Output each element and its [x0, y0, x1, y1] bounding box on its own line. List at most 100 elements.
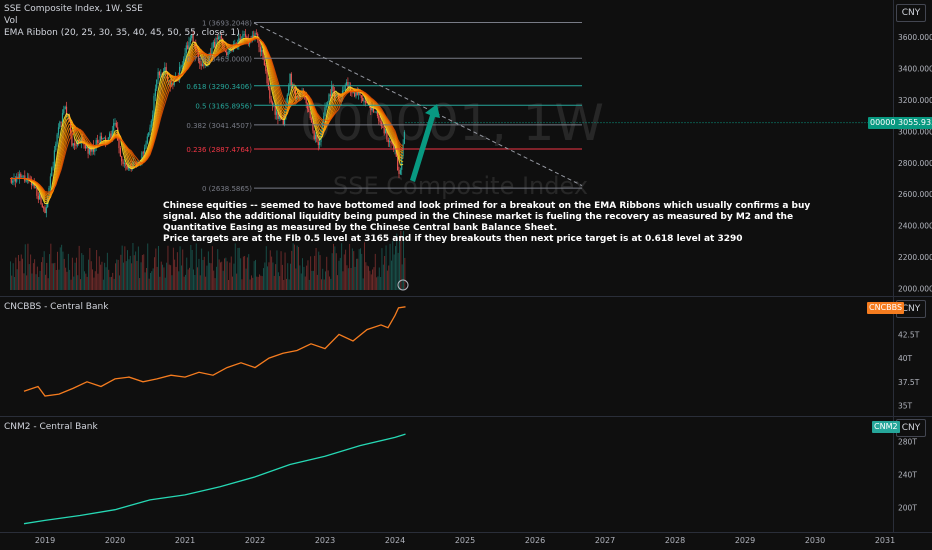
volume-bar	[312, 270, 314, 290]
volume-bar	[378, 267, 380, 290]
candle-body	[40, 194, 42, 205]
candle-body	[192, 34, 194, 42]
volume-bar	[190, 245, 192, 290]
volume-bar	[181, 265, 182, 290]
ema-ribbon-indicator-label[interactable]: EMA Ribbon (20, 25, 30, 35, 40, 45, 50, …	[4, 28, 240, 38]
candle-body	[286, 94, 288, 103]
volume-bar	[226, 261, 228, 290]
volume-bar	[268, 262, 270, 290]
cncbbs-pane-legend[interactable]: CNCBBS - Central Bank	[4, 301, 108, 313]
fib-level-label: 1 (3693.2048)	[202, 19, 252, 27]
volume-bar	[23, 273, 25, 290]
candle-body	[333, 91, 335, 97]
volume-bar	[176, 252, 178, 290]
candle-body	[265, 65, 267, 72]
volume-bar	[105, 267, 107, 290]
candle-body	[100, 136, 103, 140]
candle-body	[375, 111, 377, 113]
volume-bar	[186, 257, 188, 290]
candle-body	[114, 122, 116, 124]
candle-body	[141, 152, 143, 160]
volume-bar	[236, 273, 238, 290]
volume-bar	[356, 258, 357, 290]
volume-bar	[80, 279, 81, 290]
annotation-line: Quantitative Easing as measured by the C…	[163, 223, 558, 233]
volume-bar	[283, 280, 285, 290]
volume-bar	[189, 267, 190, 290]
volume-bar	[159, 276, 161, 290]
candle-body	[245, 34, 247, 37]
volume-bar	[70, 279, 72, 290]
candle-body	[385, 129, 387, 134]
candle-body	[363, 100, 365, 102]
volume-bar	[391, 260, 392, 290]
volume-bar	[310, 256, 312, 290]
symbol-title[interactable]: SSE Composite Index, 1W, SSE	[4, 4, 143, 14]
volume-bar	[230, 256, 232, 290]
volume-bar	[368, 266, 369, 290]
candle-body	[312, 122, 314, 131]
candle-body	[263, 59, 265, 66]
candle-body	[262, 49, 264, 60]
chart-legend: SSE Composite Index, 1W, SSE Vol EMA Rib…	[4, 3, 240, 39]
volume-bar	[28, 264, 30, 290]
volume-bar	[372, 269, 373, 290]
volume-bar	[172, 247, 174, 290]
volume-bar	[385, 245, 387, 290]
candle-body	[150, 120, 152, 128]
time-axis-label: 2026	[525, 536, 545, 545]
volume-bar	[286, 278, 287, 290]
candle-body	[173, 80, 175, 85]
volume-bar	[350, 268, 352, 290]
candle-body	[123, 163, 125, 164]
candle-body	[215, 38, 217, 48]
volume-bar	[388, 265, 390, 290]
currency-selector-main[interactable]: CNY	[896, 4, 926, 22]
volume-bar	[148, 278, 150, 290]
volume-bar	[46, 262, 48, 290]
cnm2-pane-legend[interactable]: CNM2 - Central Bank	[4, 421, 98, 433]
volume-bar	[279, 276, 281, 290]
volume-bar	[338, 260, 340, 290]
volume-bar	[30, 254, 32, 290]
volume-bar	[143, 254, 145, 290]
volume-bar	[238, 247, 240, 290]
volume-bar	[281, 264, 283, 290]
volume-bar	[88, 259, 89, 290]
volume-bar	[121, 245, 123, 290]
volume-bar	[198, 258, 200, 290]
candle-body	[294, 88, 296, 100]
volume-bar	[377, 276, 379, 290]
volume-bar	[71, 257, 73, 290]
cnm2-axis-tick: 240T	[898, 470, 917, 479]
analysis-annotation[interactable]: Chinese equities -- seemed to have botto…	[163, 201, 810, 245]
volume-bar	[191, 250, 193, 290]
volume-bar	[397, 252, 399, 290]
volume-bar	[41, 262, 42, 290]
candle-body	[115, 122, 117, 128]
volume-bar	[337, 275, 338, 290]
price-axis-tick: 3000.0000	[898, 127, 932, 136]
volume-bar	[272, 262, 274, 290]
volume-bar	[129, 255, 131, 290]
candle-body	[63, 109, 65, 114]
candle-body	[18, 173, 20, 179]
candle-body	[211, 47, 213, 57]
candle-body	[383, 127, 385, 134]
time-axis-label: 2028	[665, 536, 685, 545]
volume-indicator-label[interactable]: Vol	[4, 16, 18, 26]
candle-body	[146, 136, 148, 144]
candle-body	[88, 146, 90, 154]
candle-body	[331, 85, 333, 97]
candle-body	[320, 129, 322, 143]
volume-bar	[304, 276, 306, 290]
volume-bar	[389, 243, 391, 290]
time-axis-label: 2030	[805, 536, 825, 545]
volume-bar	[139, 278, 141, 290]
currency-selector-cnm2[interactable]: CNY	[896, 419, 926, 437]
volume-bar	[277, 272, 279, 290]
candle-body	[271, 102, 274, 106]
volume-bar	[288, 279, 290, 290]
candle-body	[351, 92, 353, 94]
